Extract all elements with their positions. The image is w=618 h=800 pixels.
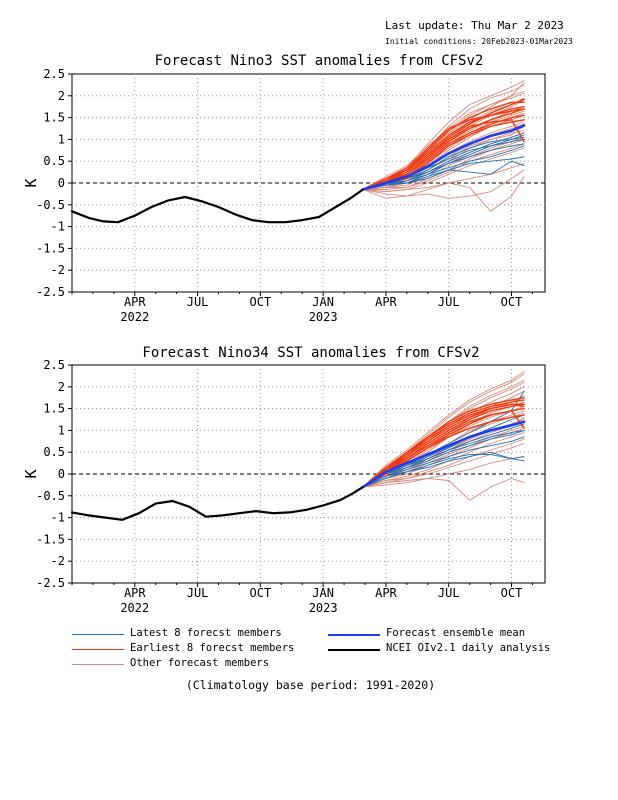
chart-title-nino34: Forecast Nino34 SST anomalies from CFSv2 <box>142 345 480 361</box>
other-member-line-nino3 <box>362 136 525 190</box>
x-tick-label-nino3: OCT <box>250 295 272 309</box>
earliest-member-line-nino3 <box>362 108 525 191</box>
other-member-line-nino34 <box>362 456 525 488</box>
x-tick-year-nino3: 2022 <box>120 310 149 324</box>
x-tick-label-nino3: APR <box>124 295 146 309</box>
analysis-line-nino34 <box>70 486 364 521</box>
legend-label-latest: Latest 8 forecst members <box>130 627 282 639</box>
x-tick-label-nino34: APR <box>124 586 146 600</box>
y-tick-label-nino34: -1.5 <box>36 532 65 546</box>
latest-member-line-nino34 <box>362 429 525 488</box>
latest-member-line-nino34 <box>362 429 525 488</box>
y-tick-label-nino3: -1 <box>51 220 65 234</box>
y-axis-label-nino3: K <box>22 178 40 187</box>
y-tick-label-nino3: 0 <box>58 176 65 190</box>
y-tick-label-nino3: 2.5 <box>43 67 65 81</box>
legend-label-earliest: Earliest 8 forecst members <box>130 642 295 654</box>
other-member-line-nino34 <box>362 477 525 501</box>
legend-swatch-earliest <box>72 649 124 650</box>
initial-conditions-text: Initial conditions: 20Feb2023-01Mar2023 <box>385 37 573 46</box>
climatology-note: (Climatology base period: 1991-2020) <box>185 678 436 692</box>
other-member-line-nino34 <box>362 443 525 488</box>
analysis-line-nino3 <box>70 188 364 224</box>
earliest-member-line-nino34 <box>362 410 525 488</box>
y-tick-label-nino3: -0.5 <box>36 198 65 212</box>
x-tick-label-nino34: JUL <box>187 586 209 600</box>
y-tick-label-nino34: -0.5 <box>36 489 65 503</box>
x-tick-label-nino34: OCT <box>501 586 523 600</box>
other-member-line-nino3 <box>362 169 525 199</box>
ensemble-mean-line-nino3 <box>361 124 526 191</box>
y-tick-label-nino34: 0 <box>58 467 65 481</box>
x-tick-label-nino3: JUL <box>438 295 460 309</box>
other-member-line-nino34 <box>362 371 525 488</box>
y-tick-label-nino34: 1.5 <box>43 402 65 416</box>
x-tick-year-nino34: 2022 <box>120 601 149 615</box>
legend-label-other: Other forecast members <box>130 657 270 669</box>
x-tick-label-nino3: JAN <box>312 295 334 309</box>
y-tick-label-nino34: 0.5 <box>43 445 65 459</box>
legend-swatch-other <box>72 664 124 665</box>
latest-member-line-nino3 <box>362 160 525 190</box>
other-member-line-nino34 <box>362 438 525 488</box>
last-update-text: Last update: Thu Mar 2 2023 <box>385 19 564 32</box>
legend-swatch-mean <box>328 634 380 636</box>
x-tick-label-nino34: JUL <box>438 586 460 600</box>
other-member-line-nino3 <box>362 143 525 190</box>
y-tick-label-nino34: 2.5 <box>43 358 65 372</box>
chart-title-nino3: Forecast Nino3 SST anomalies from CFSv2 <box>154 53 484 69</box>
x-tick-label-nino3: APR <box>375 295 397 309</box>
x-tick-label-nino34: JAN <box>312 586 334 600</box>
y-axis-label-nino34: K <box>22 469 40 478</box>
latest-member-line-nino3 <box>362 145 525 190</box>
other-member-line-nino3 <box>362 176 525 212</box>
x-tick-year-nino3: 2023 <box>309 310 338 324</box>
legend-swatch-analysis <box>328 649 380 651</box>
y-tick-label-nino34: -1 <box>51 511 65 525</box>
y-tick-label-nino3: 2 <box>58 89 65 103</box>
legend-label-mean: Forecast ensemble mean <box>386 627 526 639</box>
latest-member-line-nino3 <box>362 132 525 190</box>
legend-label-analysis: NCEI OIv2.1 daily analysis <box>386 642 551 654</box>
latest-member-line-nino34 <box>362 436 525 488</box>
y-tick-label-nino3: -2.5 <box>36 285 65 299</box>
y-tick-label-nino34: -2.5 <box>36 576 65 590</box>
y-tick-label-nino3: 0.5 <box>43 154 65 168</box>
x-tick-label-nino3: JUL <box>187 295 209 309</box>
earliest-member-line-nino3 <box>362 101 525 191</box>
latest-member-line-nino34 <box>362 453 525 488</box>
y-tick-label-nino34: -2 <box>51 554 65 568</box>
x-tick-label-nino34: APR <box>375 586 397 600</box>
ensemble-mean-line-nino34 <box>361 420 526 489</box>
latest-member-line-nino34 <box>362 451 525 488</box>
earliest-member-line-nino3 <box>362 119 525 191</box>
y-tick-label-nino34: 2 <box>58 380 65 394</box>
y-tick-label-nino34: 1 <box>58 423 65 437</box>
y-tick-label-nino3: -1.5 <box>36 241 65 255</box>
earliest-member-line-nino34 <box>362 397 525 488</box>
x-tick-label-nino34: OCT <box>250 586 272 600</box>
y-tick-label-nino3: 1.5 <box>43 111 65 125</box>
x-tick-label-nino3: OCT <box>501 295 523 309</box>
legend-swatch-latest <box>72 634 124 635</box>
y-tick-label-nino3: -2 <box>51 263 65 277</box>
y-tick-label-nino3: 1 <box>58 132 65 146</box>
x-tick-year-nino34: 2023 <box>309 601 338 615</box>
